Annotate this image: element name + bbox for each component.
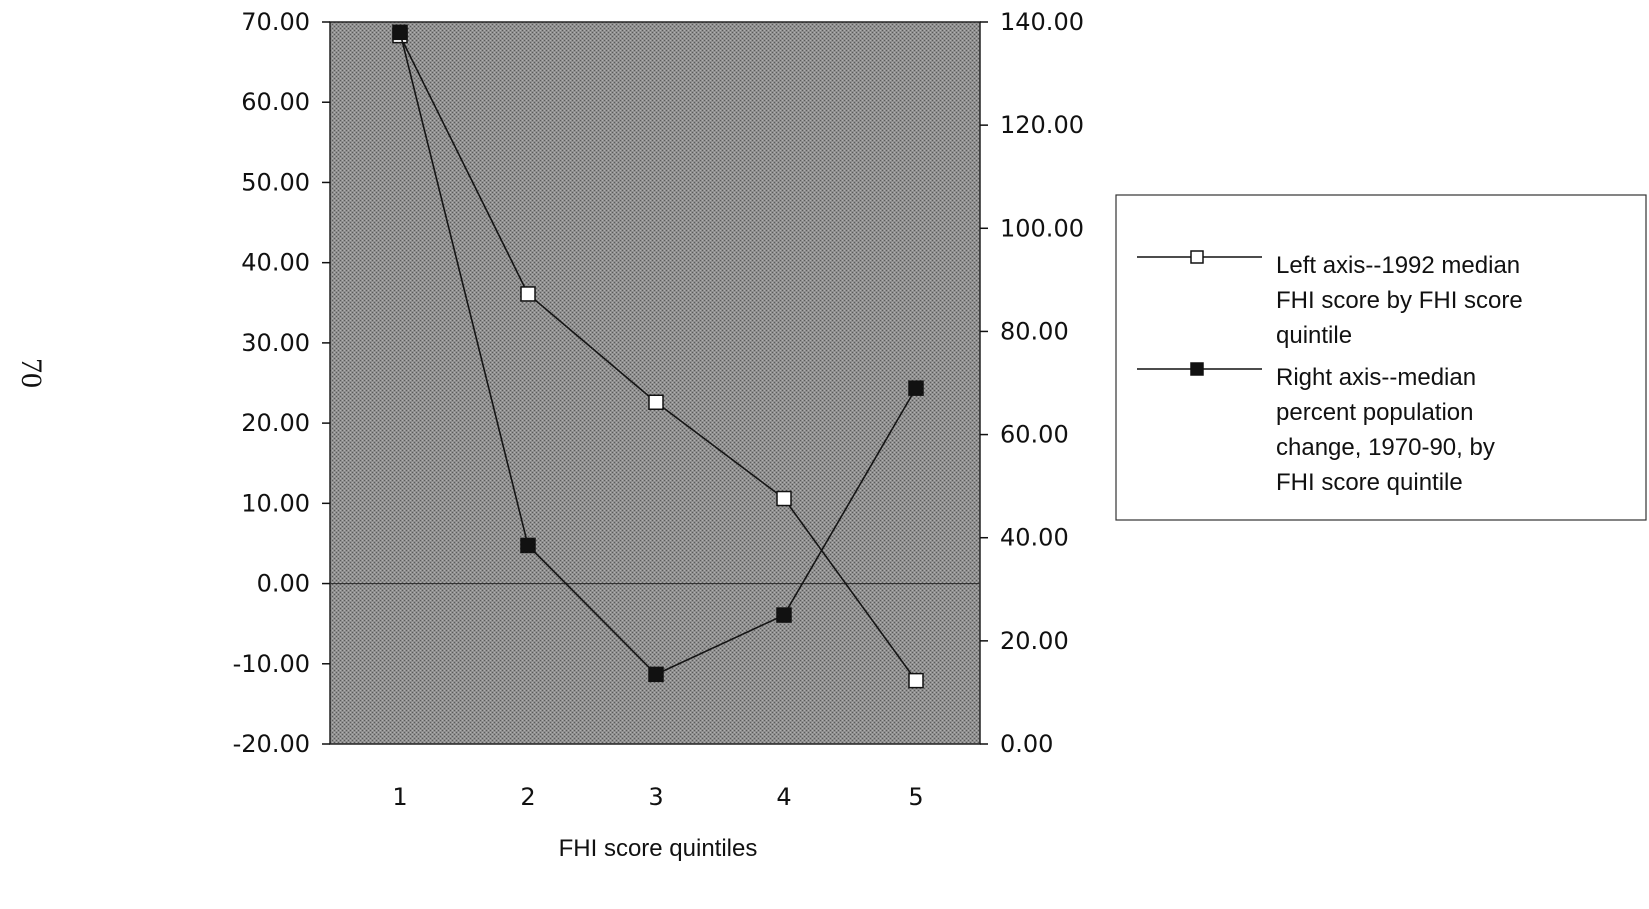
series-layer bbox=[392, 24, 924, 689]
series-point-right bbox=[776, 607, 792, 623]
right-axis-tick-label: 80.00 bbox=[1000, 317, 1069, 345]
x-axis-tick-label: 3 bbox=[648, 783, 663, 811]
left-axis-tick-label: 30.00 bbox=[241, 329, 310, 357]
series-point-right bbox=[392, 24, 408, 41]
x-axis-tick-label: 2 bbox=[520, 783, 535, 811]
series-point-right bbox=[908, 380, 924, 396]
legend-box bbox=[1115, 194, 1647, 521]
x-axis-tick-label: 4 bbox=[776, 783, 791, 811]
right-axis-tick-label: 20.00 bbox=[1000, 627, 1069, 655]
right-axis-tick-label: 100.00 bbox=[1000, 214, 1084, 242]
left-axis-tick-label: 20.00 bbox=[241, 409, 310, 437]
series-point-left bbox=[776, 490, 792, 507]
right-axis-tick-label: 0.00 bbox=[1000, 730, 1053, 758]
legend: Left axis--1992 median FHI score by FHI … bbox=[1115, 194, 1647, 521]
x-axis: 1 2 3 4 5 bbox=[392, 783, 923, 811]
x-axis-title: FHI score quintiles bbox=[559, 835, 758, 862]
series-point-left bbox=[908, 672, 924, 689]
legend-label-left: Left axis--1992 median FHI score by FHI … bbox=[1276, 252, 1529, 349]
right-axis-tick-label: 120.00 bbox=[1000, 111, 1084, 139]
left-axis-tick-label: -10.00 bbox=[233, 650, 310, 678]
x-axis-tick-label: 1 bbox=[392, 783, 407, 811]
plot-area bbox=[329, 21, 981, 745]
right-axis-tick-label: 40.00 bbox=[1000, 524, 1069, 552]
right-axis-tick-label: 60.00 bbox=[1000, 421, 1069, 449]
left-axis-tick-label: 10.00 bbox=[241, 489, 310, 517]
series-point-left bbox=[520, 286, 536, 302]
left-axis: 70.00 60.00 50.00 40.00 30.00 20.00 10.00 0.00 -… bbox=[233, 8, 330, 758]
left-axis-tick-label: 60.00 bbox=[241, 88, 310, 116]
series-point-left bbox=[648, 394, 664, 411]
legend-marker-filled-square bbox=[1190, 362, 1204, 376]
legend-marker-open-square bbox=[1190, 250, 1204, 264]
left-axis-tick-label: -20.00 bbox=[233, 730, 310, 758]
page-number: 70 bbox=[15, 358, 48, 388]
series-point-right bbox=[648, 666, 664, 683]
right-axis-tick-label: 140.00 bbox=[1000, 8, 1084, 36]
right-axis: 140.00 120.00 100.00 80.00 60.00 40.00 20.00 0.… bbox=[980, 8, 1084, 758]
left-axis-tick-label: 70.00 bbox=[241, 8, 310, 36]
left-axis-tick-label: 40.00 bbox=[241, 249, 310, 277]
legend-label-right: Right axis--median percent population ch… bbox=[1276, 364, 1502, 496]
left-axis-tick-label: 50.00 bbox=[241, 168, 310, 196]
x-axis-tick-label: 5 bbox=[908, 783, 923, 811]
left-axis-tick-label: 0.00 bbox=[257, 570, 310, 598]
series-point-right bbox=[520, 537, 536, 554]
